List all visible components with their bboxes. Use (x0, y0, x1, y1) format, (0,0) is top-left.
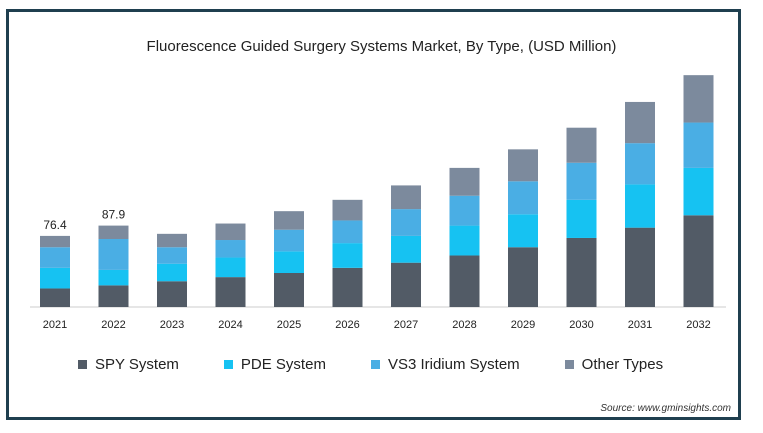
legend-item-pde-system: PDE System (223, 356, 326, 373)
legend-label-spy-system: SPY System (95, 356, 179, 373)
bar-2029-vs3-iridium-system (508, 181, 538, 215)
data-label-2022: 87.9 (102, 208, 126, 222)
bar-2026-pde-system (332, 243, 363, 268)
bar-2021-vs3-iridium-system (40, 247, 70, 268)
x-tick-label-2021: 2021 (43, 319, 67, 331)
bar-2021-other-types (40, 235, 70, 248)
bar-2024-vs3-iridium-system (215, 240, 246, 258)
bar-2030-vs3-iridium-system (566, 162, 597, 200)
bar-2022-vs3-iridium-system (98, 238, 129, 270)
bar-2027-pde-system (391, 235, 421, 263)
x-tick-label-2027: 2027 (394, 319, 418, 331)
bar-2022-other-types (98, 225, 129, 239)
bar-2031-spy-system (625, 227, 655, 307)
x-tick-label-2028: 2028 (452, 319, 476, 331)
bar-2025-vs3-iridium-system (274, 229, 304, 252)
bar-2023-other-types (157, 233, 187, 248)
bar-2024-pde-system (215, 257, 246, 278)
bar-2030-spy-system (566, 237, 597, 307)
x-tick-label-2026: 2026 (335, 319, 359, 331)
legend-label-pde-system: PDE System (240, 356, 326, 373)
bar-2025-spy-system (274, 272, 304, 307)
x-tick-label-2030: 2030 (569, 319, 593, 331)
bar-2021-pde-system (40, 267, 70, 289)
x-tick-label-2022: 2022 (101, 319, 125, 331)
legend-item-other-types: Other Types (564, 356, 664, 373)
bar-2022-pde-system (98, 269, 129, 286)
x-tick-label-2029: 2029 (511, 319, 535, 331)
bar-2025-other-types (274, 211, 304, 230)
bar-2029-spy-system (508, 247, 538, 307)
bar-2021-spy-system (40, 288, 70, 307)
bar-2024-spy-system (215, 277, 246, 307)
legend-swatch-spy-system (78, 360, 87, 369)
bar-2028-vs3-iridium-system (449, 195, 480, 226)
bar-2023-spy-system (157, 281, 187, 307)
bar-2026-vs3-iridium-system (332, 220, 363, 244)
bar-2030-pde-system (566, 199, 597, 238)
bar-2031-other-types (625, 101, 655, 144)
x-tick-label-2025: 2025 (277, 319, 301, 331)
bar-2027-vs3-iridium-system (391, 209, 421, 236)
bar-2026-other-types (332, 199, 363, 221)
bar-2029-pde-system (508, 214, 538, 248)
legend-swatch-pde-system (223, 360, 233, 369)
chart-frame (6, 9, 741, 420)
legend-swatch-other-types (564, 360, 574, 369)
bar-2028-other-types (449, 167, 480, 196)
bar-2032-other-types (683, 75, 714, 123)
legend-label-other-types: Other Types (581, 356, 664, 373)
bar-2027-other-types (391, 185, 421, 210)
data-label-2021: 76.4 (43, 218, 67, 232)
legend-swatch-vs3-iridium-system (370, 360, 380, 369)
bar-2025-pde-system (274, 251, 304, 273)
bar-2027-spy-system (391, 262, 421, 307)
chart-title: Fluorescence Guided Surgery Systems Mark… (146, 38, 617, 55)
source-note: Source: www.gminsights.com (600, 403, 731, 414)
bar-2031-pde-system (625, 184, 655, 228)
bar-2026-spy-system (332, 267, 363, 307)
legend-item-spy-system: SPY System (78, 356, 179, 373)
bar-2032-pde-system (683, 167, 714, 216)
bar-2031-vs3-iridium-system (625, 143, 655, 185)
bar-2028-pde-system (449, 225, 480, 256)
x-tick-label-2031: 2031 (628, 319, 652, 331)
bar-2030-other-types (566, 127, 597, 163)
bar-2024-other-types (215, 223, 246, 241)
bar-2032-vs3-iridium-system (683, 122, 714, 168)
x-tick-label-2024: 2024 (218, 319, 242, 331)
bar-2022-spy-system (98, 285, 129, 307)
bar-2032-spy-system (683, 215, 714, 307)
x-tick-label-2023: 2023 (160, 319, 184, 331)
bar-2028-spy-system (449, 255, 480, 307)
chart-legend: SPY System PDE System VS3 Iridium System… (78, 356, 708, 373)
legend-item-vs3-iridium-system: VS3 Iridium System (370, 356, 520, 373)
bar-2029-other-types (508, 149, 538, 182)
x-tick-label-2032: 2032 (686, 319, 710, 331)
legend-label-vs3-iridium-system: VS3 Iridium System (387, 356, 520, 373)
bar-2023-pde-system (157, 263, 187, 282)
bar-2023-vs3-iridium-system (157, 247, 187, 264)
